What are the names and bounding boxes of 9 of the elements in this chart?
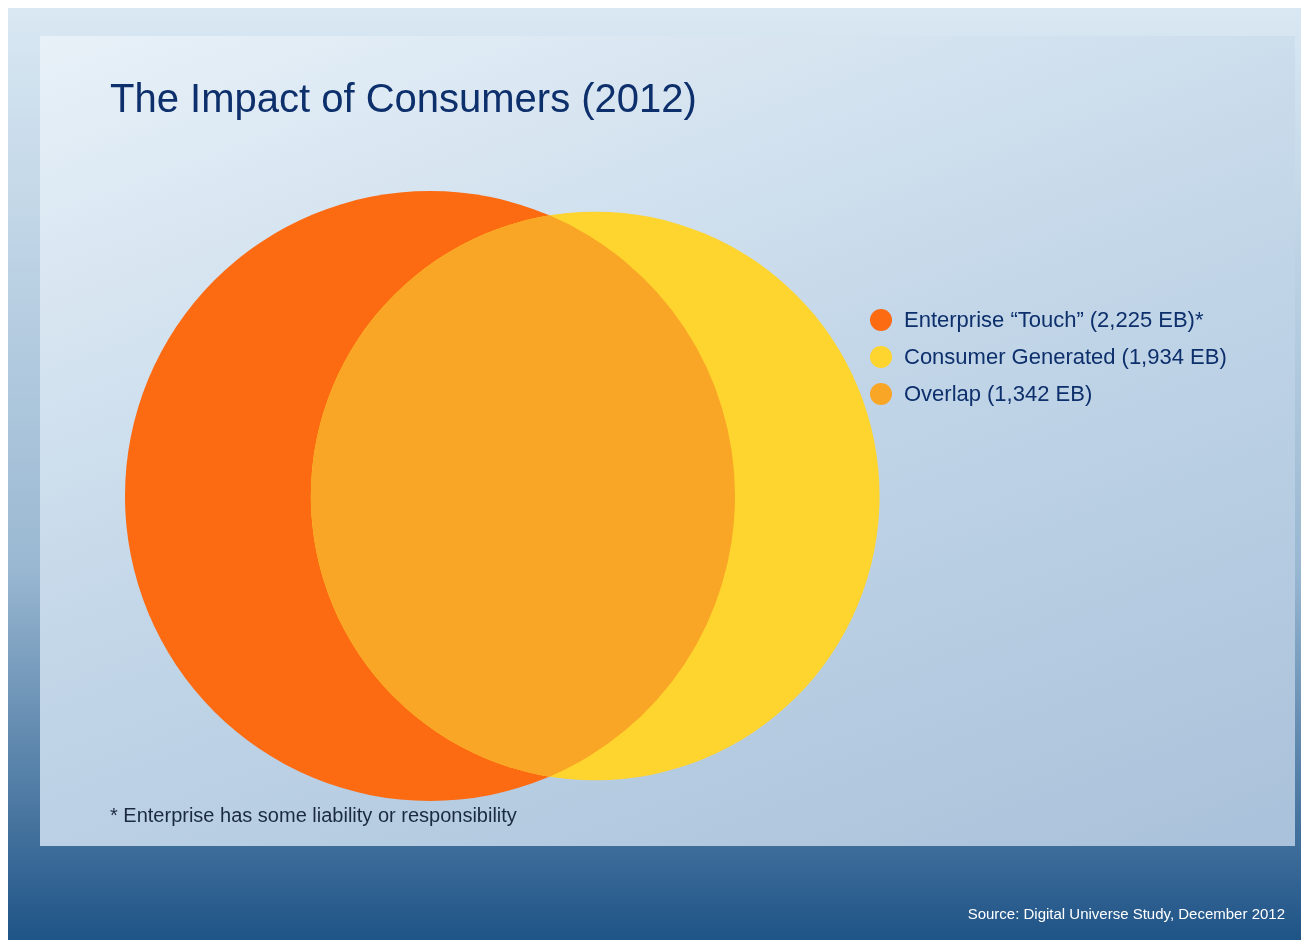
category-label: Consumer Generated	[904, 343, 1116, 370]
text: * Enterprise has some liability or responsibility	[110, 804, 517, 827]
category-label: Enterprise “Touch”	[904, 306, 1084, 333]
data-label: (2,225 EB)*	[1089, 306, 1204, 333]
source-note: Source: Digital Universe Study, December 2012	[967, 905, 1285, 922]
data-label: (1,934 EB)	[1121, 343, 1227, 370]
text: The Impact of Consumers (2012)	[110, 76, 697, 121]
category-label: Overlap	[904, 380, 982, 407]
data-label: (1,342 EB)	[987, 380, 1093, 407]
